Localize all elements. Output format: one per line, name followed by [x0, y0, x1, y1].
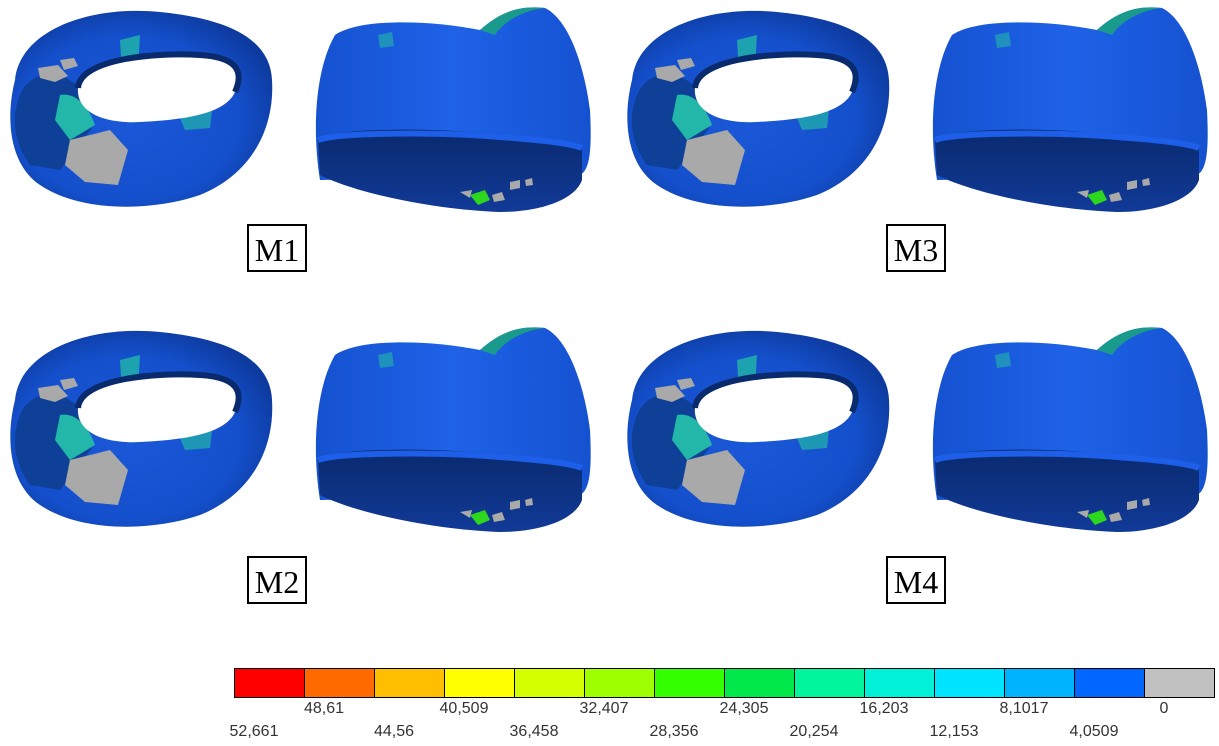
legend-tick-upper: 16,203 — [859, 700, 909, 717]
legend-tick-lower: 52,661 — [229, 723, 279, 740]
legend-tick-lower: 28,356 — [649, 723, 699, 740]
model-m2-views — [10, 327, 590, 532]
legend-tick-upper: 48,61 — [303, 700, 345, 717]
legend-swatch — [935, 668, 1005, 698]
m3-cup-view — [933, 7, 1208, 212]
model-label-m4: M4 — [886, 556, 946, 604]
legend-tick-upper: 0 — [1159, 700, 1169, 717]
m1-cup-view — [316, 7, 591, 212]
legend-swatch — [234, 668, 305, 698]
legend-swatch — [1075, 668, 1145, 698]
model-label-m3: M3 — [886, 224, 946, 272]
legend-tick-upper: 24,305 — [719, 700, 769, 717]
legend-swatch — [375, 668, 445, 698]
model-m1-views — [10, 7, 590, 212]
legend-tick-upper: 32,407 — [579, 700, 629, 717]
m2-ring-view — [10, 331, 272, 527]
legend-tick-lower: 36,458 — [509, 723, 559, 740]
legend-swatch — [865, 668, 935, 698]
m4-ring-view — [627, 331, 889, 527]
legend-tick-lower: 20,254 — [789, 723, 839, 740]
legend-tick-lower: 12,153 — [929, 723, 979, 740]
model-m4-views — [627, 327, 1207, 532]
model-label-m1: M1 — [247, 224, 307, 272]
m1-ring-view — [10, 11, 272, 207]
legend-tick-upper: 40,509 — [439, 700, 489, 717]
m2-cup-view — [316, 327, 591, 532]
models-figure — [0, 0, 1219, 660]
color-legend-bar — [234, 668, 1215, 698]
legend-tick-lower: 44,56 — [373, 723, 415, 740]
legend-swatch — [585, 668, 655, 698]
legend-swatch — [655, 668, 725, 698]
legend-swatch — [305, 668, 375, 698]
legend-swatch — [1145, 668, 1215, 698]
legend-swatch — [515, 668, 585, 698]
legend-swatch — [445, 668, 515, 698]
legend-swatch — [725, 668, 795, 698]
legend-swatch — [795, 668, 865, 698]
m3-ring-view — [627, 11, 889, 207]
m4-cup-view — [933, 327, 1208, 532]
legend-tick-lower: 4,0509 — [1069, 723, 1119, 740]
model-label-m2: M2 — [247, 556, 307, 604]
legend-swatch — [1005, 668, 1075, 698]
legend-tick-upper: 8,1017 — [999, 700, 1049, 717]
model-m3-views — [627, 7, 1207, 212]
